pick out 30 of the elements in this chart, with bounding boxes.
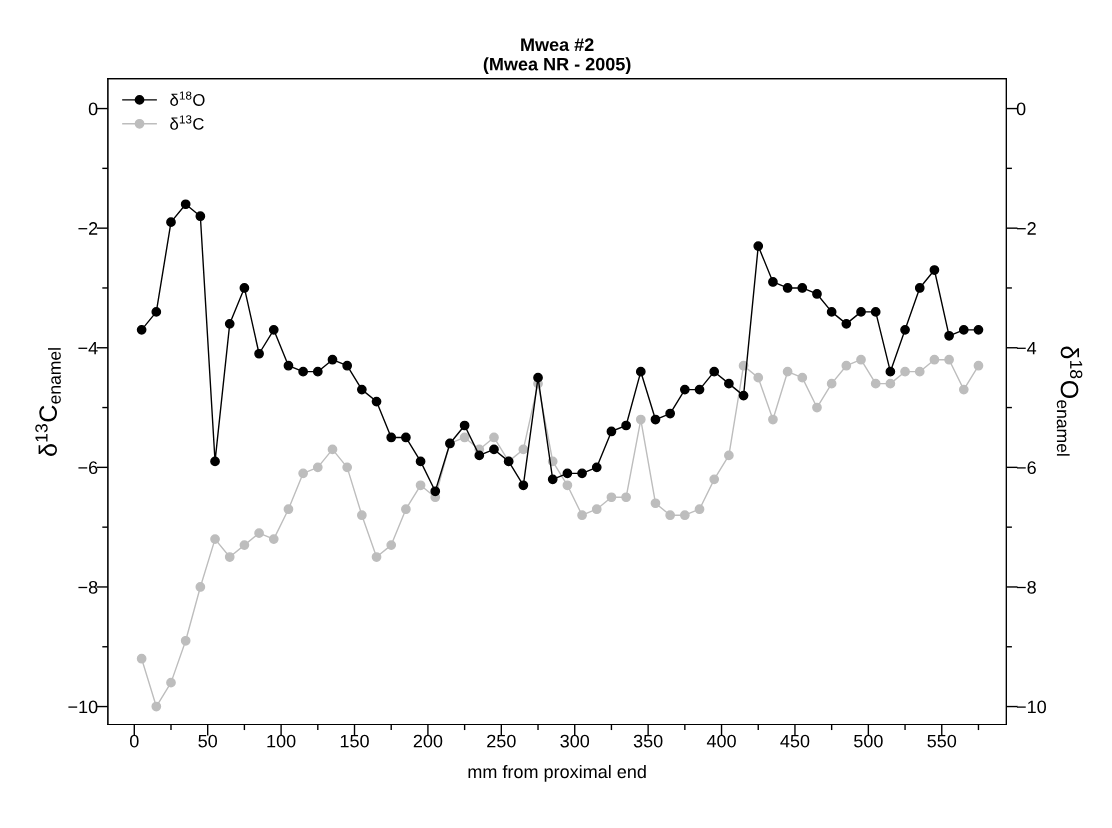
legend-label: δ$^{13}$C xyxy=(170,115,204,130)
x-tick-label: 50 xyxy=(198,734,218,748)
y2-axis-title: δ$^{18}$O$_{enamel}$ xyxy=(1056,346,1083,456)
y-tick-label: 0 xyxy=(88,102,98,116)
x-tick-label: 400 xyxy=(706,734,736,748)
x-tick-label: 450 xyxy=(780,734,810,748)
x-tick-label: 200 xyxy=(413,734,443,748)
y2-tick-label: 0 xyxy=(1016,102,1026,116)
x-tick-label: 250 xyxy=(487,734,516,748)
x-axis-title: mm from proximal end xyxy=(468,764,646,782)
x-tick-label: 550 xyxy=(927,734,957,748)
x-tick-label: 150 xyxy=(340,734,369,748)
y-tick-label: −6 xyxy=(78,461,98,475)
y2-tick-label: −2 xyxy=(1016,222,1036,235)
y-tick-label: −10 xyxy=(68,700,98,714)
x-tick-label: 300 xyxy=(560,734,590,748)
x-tick-label: 0 xyxy=(129,734,139,748)
y2-tick-label: −4 xyxy=(1016,341,1037,355)
y-tick-label: −8 xyxy=(78,580,98,594)
x-tick-label: 100 xyxy=(267,734,296,748)
y-axis-title: δ$^{13}$C$_{enamel}$ xyxy=(35,348,61,456)
y2-tick-label: −8 xyxy=(1016,580,1036,594)
chart-title: Mwea #2 (Mwea NR - 2005) xyxy=(483,38,631,75)
y2-tick-label: −10 xyxy=(1016,700,1046,714)
y2-tick-label: −6 xyxy=(1016,461,1036,475)
legend-label: δ$^{18}$O xyxy=(170,91,205,106)
x-tick-label: 350 xyxy=(633,734,663,748)
y-tick-label: −4 xyxy=(78,341,98,355)
x-tick-label: 500 xyxy=(854,734,883,748)
y-tick-label: −2 xyxy=(78,222,98,235)
